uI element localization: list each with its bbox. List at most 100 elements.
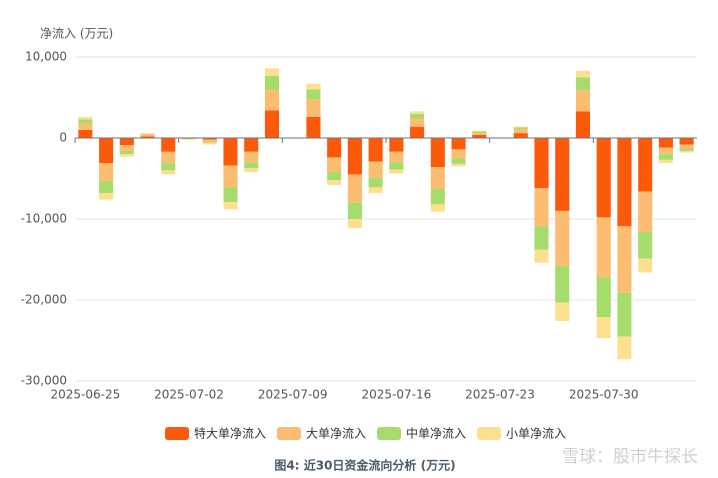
bar-segment	[202, 142, 217, 145]
bar-segment	[99, 138, 114, 164]
bar-segment	[347, 138, 362, 175]
bar-segment	[244, 162, 259, 168]
bar-segment	[78, 129, 93, 138]
bar-segment	[472, 134, 487, 138]
bar-segment	[161, 151, 176, 164]
bar-segment	[430, 204, 445, 212]
legend-swatch	[277, 427, 301, 440]
watermark: 雪球：股市牛探长	[562, 447, 698, 467]
bar-segment	[368, 138, 383, 162]
x-tick-label: 2025-07-30	[569, 388, 639, 402]
bar-segment	[78, 116, 93, 120]
bar-segment	[451, 158, 466, 164]
bar-segment	[347, 202, 362, 219]
bar-segment	[513, 133, 528, 138]
bar-segment	[534, 188, 549, 227]
bar-segment	[596, 317, 611, 339]
bar-segment	[472, 131, 487, 134]
bar-segment	[347, 174, 362, 203]
legend-label: 大单净流入	[306, 427, 366, 441]
bar-segment	[638, 231, 653, 259]
bar-segment	[430, 167, 445, 190]
bar-segment	[534, 249, 549, 263]
bar-segment	[223, 138, 238, 166]
bar-segment	[306, 99, 321, 117]
bar-segment	[410, 111, 425, 114]
bar-segment	[617, 138, 632, 227]
bar-segment	[264, 75, 280, 90]
bar-segment	[638, 191, 653, 232]
bar-segment	[679, 150, 694, 153]
bar-segment	[575, 77, 591, 91]
bar-segment	[617, 226, 632, 293]
bar-segment	[223, 187, 238, 202]
bar-segment	[244, 138, 259, 152]
y-axis-label: 净流入 (万元)	[40, 27, 113, 41]
bar-segment	[679, 138, 694, 145]
bar-segment	[575, 90, 591, 112]
bar-segment	[410, 118, 425, 127]
bar-segment	[534, 226, 549, 250]
bar-segment	[451, 163, 466, 167]
bar-segment	[389, 151, 404, 163]
bar-segment	[306, 89, 321, 100]
x-tick-label: 2025-06-25	[50, 388, 120, 402]
bar-segment	[202, 138, 217, 140]
bar-segment	[223, 165, 238, 188]
y-tick-label: -10,000	[21, 212, 67, 226]
bar-segment	[658, 159, 673, 164]
bar-segment	[679, 148, 694, 151]
bar-segment	[451, 149, 466, 159]
bar-segment	[119, 145, 134, 151]
bar-segment	[658, 147, 673, 155]
y-tick-label: -30,000	[21, 374, 67, 388]
bar-segment	[202, 139, 217, 143]
legend-label: 特大单净流入	[194, 426, 266, 441]
bar-segment	[161, 170, 176, 175]
bar-segment	[99, 193, 114, 200]
bar-segment	[555, 210, 570, 266]
legend-swatch	[377, 427, 401, 440]
x-tick-label: 2025-07-16	[361, 388, 431, 402]
bar-segment	[658, 138, 673, 148]
bar-segment	[119, 138, 134, 146]
bar-segment	[347, 219, 362, 228]
bar-segment	[389, 162, 404, 170]
bar-segment	[181, 138, 197, 140]
bar-segment	[638, 258, 653, 273]
bar-segment	[306, 83, 321, 90]
bar-segment	[410, 126, 425, 138]
bar-segment	[78, 123, 93, 130]
bar-segment	[140, 133, 155, 137]
bar-segment	[575, 111, 591, 138]
bar-segment	[389, 138, 404, 152]
bar-segment	[368, 161, 383, 178]
bar-segment	[513, 126, 528, 128]
x-tick-label: 2025-07-09	[258, 388, 328, 402]
x-tick-label: 2025-07-02	[154, 388, 224, 402]
bar-segment	[575, 70, 591, 78]
bar-segment	[99, 180, 114, 194]
legend-label: 中单净流入	[406, 426, 466, 441]
bar-segment	[327, 172, 342, 181]
bar-segment	[430, 189, 445, 205]
bar-segment	[658, 154, 673, 160]
bar-segment	[78, 119, 93, 124]
bar-segment	[617, 292, 632, 337]
bar-segment	[244, 167, 259, 173]
bar-segment	[638, 138, 653, 192]
x-tick-label: 2025-07-23	[465, 388, 535, 402]
bar-segment	[410, 113, 425, 119]
bar-segment	[264, 110, 280, 138]
bar-segment	[327, 180, 342, 185]
bar-segment	[555, 302, 570, 322]
bar-segment	[161, 163, 176, 171]
bar-segment	[513, 127, 528, 130]
bar-segment	[472, 130, 487, 132]
bar-segment	[327, 157, 342, 173]
bar-segment	[513, 129, 528, 134]
bar-segment	[119, 154, 134, 157]
bar-segment	[119, 150, 134, 155]
bar-segment	[140, 133, 155, 134]
